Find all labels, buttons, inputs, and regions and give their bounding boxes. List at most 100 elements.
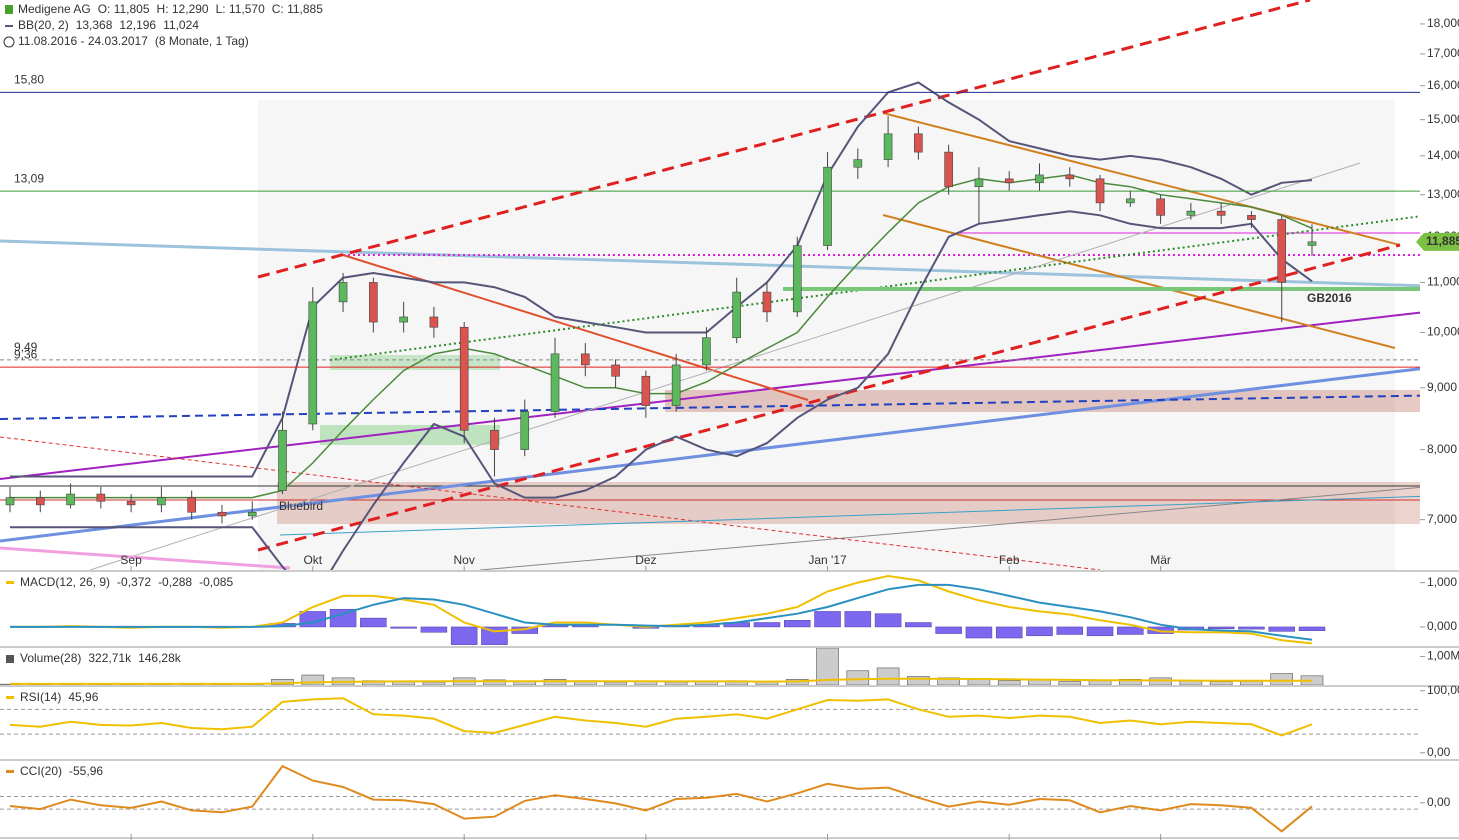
y-tick-label: 9,000 (1427, 380, 1457, 394)
zone (277, 482, 1420, 524)
trend-line (0, 546, 291, 570)
candle-body (732, 291, 741, 339)
legend-text: O: 11,805 (98, 2, 150, 16)
candle-body (1126, 198, 1135, 204)
legend-text: 12,196 (119, 18, 156, 32)
signal-line (10, 583, 1313, 641)
bb-upper (10, 81, 1313, 478)
legend-text: 11,024 (163, 18, 199, 32)
macd-histogram-bar (1207, 626, 1235, 629)
volume-bar (1240, 680, 1263, 685)
macd-histogram-bar (1238, 626, 1265, 630)
price-legend: Medigene AG O: 11,805 H: 12,290 L: 11,570 C:… (3, 2, 323, 48)
volume-bar (1058, 681, 1082, 685)
y-tick-label: 0,000 (1427, 619, 1457, 633)
indicator-marks (0, 764, 1420, 833)
macd-histogram-bar (420, 626, 448, 633)
legend-icon (3, 36, 15, 48)
legend-text: Volume(28) (20, 651, 81, 665)
candle-body (550, 353, 560, 412)
candle-body (5, 497, 15, 506)
zone (330, 355, 500, 370)
volume-bar (1209, 681, 1233, 685)
legend-icon (6, 770, 14, 773)
candle-body (611, 364, 620, 377)
legend-text: MACD(12, 26, 9) (20, 575, 110, 589)
volume-marks (0, 648, 1324, 685)
macd-histogram-bar (784, 620, 811, 628)
macd-histogram-bar (360, 617, 387, 628)
macd-histogram-bar (1086, 626, 1114, 637)
candle-body (308, 301, 318, 425)
y-tick-label: 1,000 (1427, 575, 1457, 589)
trend-line (279, 495, 1420, 536)
candle-body (671, 364, 681, 406)
level-label: 9,49 (14, 340, 38, 354)
legend-text: 45,96 (68, 690, 98, 704)
volume-bar (483, 679, 506, 685)
indicator-marks (0, 697, 1420, 737)
legend-icon (5, 5, 13, 14)
zone (320, 425, 500, 445)
trend-line (0, 367, 1420, 543)
volume-bar (876, 667, 900, 685)
candle-body (247, 511, 257, 517)
indicator-line (9, 764, 1313, 833)
macd-histogram-bar (995, 626, 1023, 639)
drawings (0, 0, 1420, 570)
legend-text: CCI(20) (20, 764, 62, 778)
legend-text: (8 Monate, 1 Tag) (155, 34, 249, 48)
macd-histogram-bar (1056, 626, 1084, 635)
y-tick-label: 15,000 (1427, 112, 1459, 126)
candle-body (338, 282, 348, 303)
volume-legend: Volume(28) 322,71k 146,28k (6, 651, 182, 665)
candle-body (126, 500, 136, 506)
y-tick-label: 16,000 (1427, 78, 1459, 92)
x-tick-label: Jan '17 (808, 553, 847, 567)
x-tick-label: Dez (635, 553, 656, 567)
volume-average (10, 677, 1313, 685)
candle-body (974, 178, 984, 188)
candle-body (1186, 210, 1196, 216)
volume-bar (422, 681, 446, 685)
candle-body (35, 497, 45, 506)
y-tick-label: 8,000 (1427, 442, 1457, 456)
macd-histogram-bar (1268, 626, 1295, 632)
y-tick-label: 0,00 (1427, 745, 1451, 759)
annotation: Bluebird (279, 499, 323, 513)
indicator-axis: 0,00 (1420, 795, 1451, 809)
trend-line (0, 311, 1420, 480)
trend-line (89, 162, 1361, 570)
volume-bar (816, 648, 839, 685)
trend-line (0, 394, 1420, 420)
candle-body (429, 316, 439, 328)
legend-text: -0,085 (199, 575, 233, 589)
y-tick-label: 11,000 (1427, 275, 1459, 289)
candle-body (157, 497, 166, 506)
candle-body (1307, 241, 1317, 246)
indicator-legend: CCI(20) -55,96 (6, 764, 103, 778)
candle-body (369, 282, 378, 323)
indicator-axis: 100,00 0,00 (1420, 683, 1459, 759)
macd-histogram-bar (1026, 626, 1053, 637)
trend-line (882, 214, 1396, 349)
candle-body (1247, 215, 1256, 220)
legend-text: C: 11,885 (272, 2, 323, 16)
y-tick-label: 17,000 (1427, 46, 1459, 60)
macd-axis: 1,000 0,000 (1420, 575, 1457, 633)
candle-body (66, 493, 75, 506)
price-marks: 15,80 13,09 9,499,36 (0, 73, 1420, 570)
candle-body (1156, 198, 1165, 216)
macd-histogram-bar (874, 613, 902, 628)
trend-line (479, 486, 1420, 570)
macd-histogram-bar (905, 622, 932, 628)
indicator-line (9, 697, 1313, 737)
candle-body (823, 166, 832, 246)
annotation: GB2016 (1307, 291, 1352, 305)
candle-body (459, 326, 469, 431)
candle-body (1065, 174, 1075, 180)
candle-body (217, 511, 227, 517)
x-tick-label: Feb (999, 553, 1020, 567)
